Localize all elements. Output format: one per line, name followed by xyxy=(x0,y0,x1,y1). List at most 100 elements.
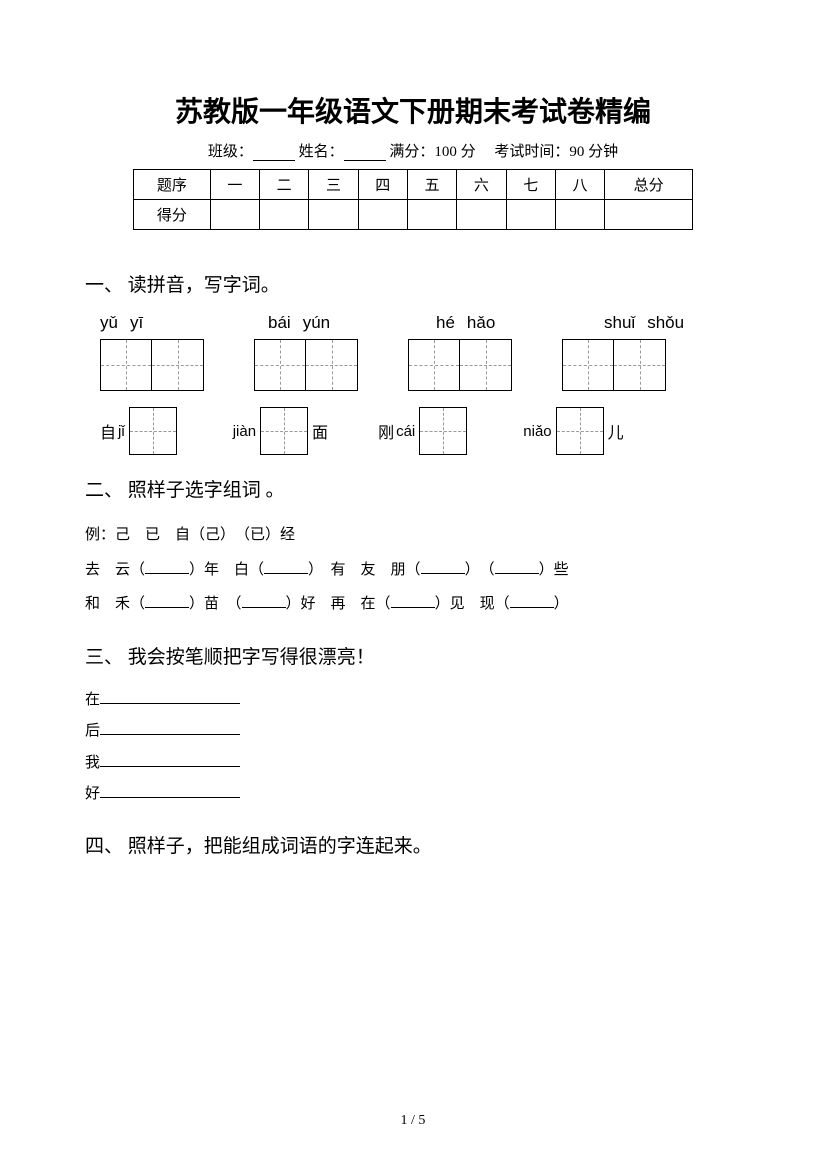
col-header: 三 xyxy=(309,170,358,200)
pinyin-syllable: hé xyxy=(436,313,455,333)
stroke-line: 后 xyxy=(85,716,741,748)
col-header: 六 xyxy=(457,170,506,200)
fill-blank[interactable] xyxy=(510,594,554,608)
fill-blank[interactable] xyxy=(421,560,465,574)
section-2-heading: 二、 照样子选字组词 。 xyxy=(85,475,741,502)
text: 再 在（ xyxy=(316,596,391,612)
time-label: 考试时间：90 分钟 xyxy=(494,144,618,160)
pinyin-row-1: yǔ yī bái yún hé hǎo shuǐ shǒu xyxy=(100,313,741,333)
table-row: 得分 xyxy=(134,200,693,230)
section-1-heading: 一、 读拼音，写字词。 xyxy=(85,270,741,297)
stroke-blank[interactable] xyxy=(100,690,240,704)
char-box[interactable] xyxy=(254,339,306,391)
col-header: 四 xyxy=(358,170,407,200)
char-box-pair xyxy=(562,339,666,391)
char-box[interactable] xyxy=(460,339,512,391)
score-cell[interactable] xyxy=(506,200,555,230)
score-cell[interactable] xyxy=(210,200,259,230)
pinyin-group: bái yún xyxy=(268,313,386,333)
char-box[interactable] xyxy=(419,407,467,455)
pinyin-syllable: bái xyxy=(268,313,291,333)
pinyin-item: 刚 cái xyxy=(378,407,471,455)
char-box[interactable] xyxy=(408,339,460,391)
row-label: 得分 xyxy=(134,200,211,230)
name-blank[interactable] xyxy=(344,147,386,161)
fill-blank[interactable] xyxy=(242,594,286,608)
pinyin-syllable: yǔ xyxy=(100,313,118,333)
full-score-label: 满分：100 分 xyxy=(389,144,475,160)
char-box[interactable] xyxy=(129,407,177,455)
col-header: 五 xyxy=(407,170,456,200)
text: ） xyxy=(554,596,569,612)
pinyin-item: niǎo 儿 xyxy=(521,407,623,455)
fill-blank[interactable] xyxy=(145,560,189,574)
fill-line: 和 禾（ ）苗 （ ）好 再 在（ ）见 现（ ） xyxy=(85,587,741,622)
score-table: 题序 一 二 三 四 五 六 七 八 总分 得分 xyxy=(133,169,693,230)
text: 和 禾（ xyxy=(85,596,145,612)
score-cell[interactable] xyxy=(407,200,456,230)
col-header: 二 xyxy=(260,170,309,200)
post-char: 面 xyxy=(312,419,328,443)
text: ）见 现（ xyxy=(435,596,510,612)
total-header: 总分 xyxy=(605,170,693,200)
char-box[interactable] xyxy=(614,339,666,391)
pinyin-syllable: shǒu xyxy=(647,313,684,333)
section-3-heading: 三、 我会按笔顺把字写得很漂亮！ xyxy=(85,642,741,669)
pre-char: 自 xyxy=(100,419,116,443)
score-cell[interactable] xyxy=(457,200,506,230)
char-box[interactable] xyxy=(260,407,308,455)
page-number: 1 / 5 xyxy=(0,1113,826,1129)
text: ）年 白（ xyxy=(189,562,264,578)
meta-line: 班级： 姓名： 满分：100 分 考试时间：90 分钟 xyxy=(85,140,741,161)
pinyin-syllable: yún xyxy=(303,313,330,333)
char-box[interactable] xyxy=(306,339,358,391)
stroke-char: 好 xyxy=(85,786,100,802)
name-label: 姓名： xyxy=(299,144,344,160)
pinyin-syllable: shuǐ xyxy=(604,313,635,333)
text: ）好 xyxy=(286,596,316,612)
score-cell[interactable] xyxy=(358,200,407,230)
fill-blank[interactable] xyxy=(264,560,308,574)
stroke-blank[interactable] xyxy=(100,784,240,798)
score-cell[interactable] xyxy=(260,200,309,230)
char-box-pair xyxy=(100,339,204,391)
text: ） （ xyxy=(465,562,495,578)
stroke-blank[interactable] xyxy=(100,721,240,735)
pinyin-row-2: 自 jǐ jiàn 面 刚 cái niǎo 儿 xyxy=(100,407,741,455)
fill-blank[interactable] xyxy=(495,560,539,574)
char-box[interactable] xyxy=(100,339,152,391)
stroke-line: 我 xyxy=(85,748,741,780)
post-char: 儿 xyxy=(608,419,624,443)
pinyin-group: yǔ yī xyxy=(100,313,218,333)
pinyin-syllable: cái xyxy=(396,423,415,440)
char-box-pair xyxy=(408,339,512,391)
stroke-blank[interactable] xyxy=(100,753,240,767)
page-title: 苏教版一年级语文下册期末考试卷精编 xyxy=(85,90,741,130)
pinyin-group: hé hǎo xyxy=(436,313,554,333)
section-4-heading: 四、 照样子，把能组成词语的字连起来。 xyxy=(85,831,741,858)
score-cell[interactable] xyxy=(309,200,358,230)
pinyin-item: 自 jǐ xyxy=(100,407,181,455)
class-blank[interactable] xyxy=(253,147,295,161)
stroke-char: 后 xyxy=(85,723,100,739)
char-box[interactable] xyxy=(562,339,614,391)
fill-blank[interactable] xyxy=(145,594,189,608)
row-label: 题序 xyxy=(134,170,211,200)
stroke-char: 在 xyxy=(85,692,100,708)
col-header: 七 xyxy=(506,170,555,200)
stroke-line: 在 xyxy=(85,685,741,717)
stroke-char: 我 xyxy=(85,755,100,771)
text: ）苗 （ xyxy=(189,596,242,612)
char-box[interactable] xyxy=(152,339,204,391)
char-box[interactable] xyxy=(556,407,604,455)
text: 有 友 朋（ xyxy=(316,562,421,578)
char-boxes-row xyxy=(100,339,741,391)
total-cell[interactable] xyxy=(605,200,693,230)
pinyin-syllable: yī xyxy=(130,313,143,333)
pinyin-syllable: niǎo xyxy=(523,423,551,440)
score-cell[interactable] xyxy=(555,200,604,230)
text: 去 云（ xyxy=(85,562,145,578)
fill-blank[interactable] xyxy=(391,594,435,608)
example-line: 例：己 已 自（己） （已）经 xyxy=(85,518,741,553)
text: ） xyxy=(308,562,316,578)
